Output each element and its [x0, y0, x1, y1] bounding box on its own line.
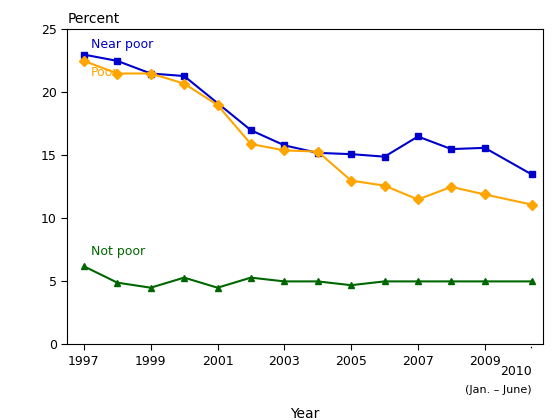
Text: Near poor: Near poor	[91, 38, 153, 51]
Text: Not poor: Not poor	[91, 245, 144, 258]
X-axis label: Year: Year	[291, 407, 320, 420]
Text: 2010: 2010	[500, 365, 531, 378]
Text: Poor: Poor	[91, 66, 118, 79]
Text: Percent: Percent	[67, 12, 119, 26]
Text: (Jan. – June): (Jan. – June)	[465, 386, 531, 395]
